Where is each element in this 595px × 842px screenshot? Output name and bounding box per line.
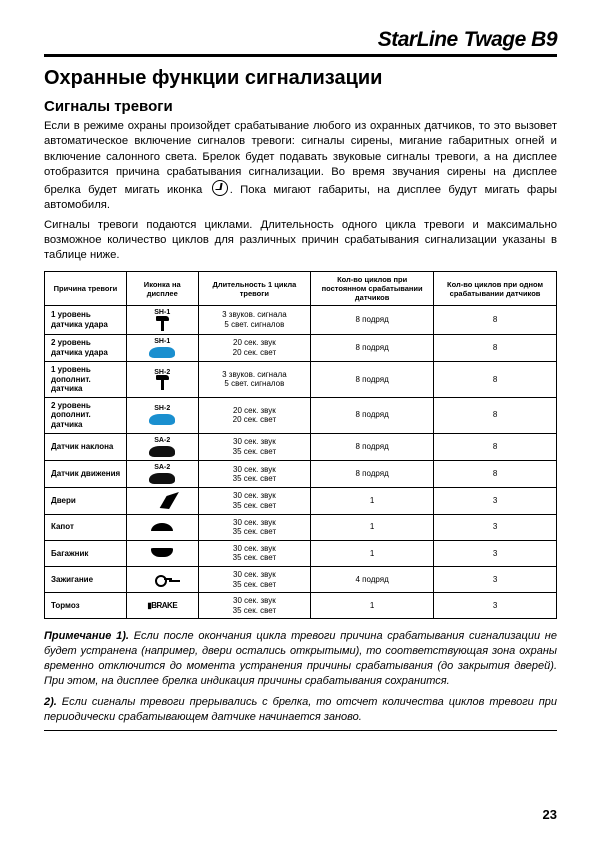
brand-model: Twage B9 xyxy=(464,28,557,51)
note-2: 2). Если сигналы тревоги прерывались с б… xyxy=(44,695,557,725)
note-1: Примечание 1). Если после окончания цикл… xyxy=(44,629,557,688)
page-number: 23 xyxy=(543,807,557,822)
cell-single: 3 xyxy=(434,488,557,514)
cell-cause: 1 уровень датчика удара xyxy=(45,306,127,334)
cell-single: 3 xyxy=(434,593,557,619)
cell-cause: Багажник xyxy=(45,540,127,566)
page-title: Охранные функции сигнализации xyxy=(44,67,557,90)
cell-icon xyxy=(126,488,198,514)
table-row: Датчик движенияSA-230 сек. звук35 сек. с… xyxy=(45,460,557,487)
cell-cause: 2 уровень дополнит. датчика xyxy=(45,397,127,433)
cell-duration: 30 сек. звук35 сек. свет xyxy=(198,514,311,540)
table-row: 1 уровень дополнит. датчикаSH-23 звуков.… xyxy=(45,362,557,398)
cell-icon: SH-2 xyxy=(126,362,198,398)
footer-rule xyxy=(44,730,557,731)
cell-single: 3 xyxy=(434,540,557,566)
cell-const: 8 подряд xyxy=(311,397,434,433)
brand-header: StarLine Twage B9 xyxy=(44,28,557,52)
cell-cause: Капот xyxy=(45,514,127,540)
cell-icon: SA-2 xyxy=(126,433,198,460)
th-single: Кол-во циклов при одном срабатывании дат… xyxy=(434,272,557,306)
th-icon: Иконка на дисплее xyxy=(126,272,198,306)
table-row: 2 уровень датчика удараSH-120 сек. звук2… xyxy=(45,334,557,361)
cell-single: 8 xyxy=(434,306,557,334)
cell-icon xyxy=(126,514,198,540)
cell-const: 8 подряд xyxy=(311,362,434,398)
cell-cause: Датчик движения xyxy=(45,460,127,487)
cell-duration: 30 сек. звук35 сек. свет xyxy=(198,540,311,566)
cell-icon: SH-1 xyxy=(126,334,198,361)
table-row: Двери 30 сек. звук35 сек. свет13 xyxy=(45,488,557,514)
table-row: Датчик наклонаSA-230 сек. звук35 сек. св… xyxy=(45,433,557,460)
cell-single: 8 xyxy=(434,334,557,361)
paragraph-1: Если в режиме охраны произойдет срабатыв… xyxy=(44,119,557,214)
cell-single: 8 xyxy=(434,433,557,460)
cell-const: 1 xyxy=(311,488,434,514)
table-row: 1 уровень датчика удараSH-13 звуков. сиг… xyxy=(45,306,557,334)
cell-cause: Зажигание xyxy=(45,566,127,592)
cell-duration: 3 звуков. сигнала5 свет. сигналов xyxy=(198,306,311,334)
th-cause: Причина тревоги xyxy=(45,272,127,306)
cell-duration: 3 звуков. сигнала5 свет. сигналов xyxy=(198,362,311,398)
cell-const: 1 xyxy=(311,540,434,566)
cell-icon: SH-1 xyxy=(126,306,198,334)
siren-icon xyxy=(212,180,228,196)
paragraph-2: Сигналы тревоги подаются циклами. Длител… xyxy=(44,218,557,264)
signals-table: Причина тревоги Иконка на дисплее Длител… xyxy=(44,271,557,619)
cell-const: 1 xyxy=(311,514,434,540)
cell-const: 8 подряд xyxy=(311,334,434,361)
cell-const: 8 подряд xyxy=(311,306,434,334)
cell-single: 8 xyxy=(434,397,557,433)
cell-duration: 20 сек. звук20 сек. свет xyxy=(198,334,311,361)
cell-const: 8 подряд xyxy=(311,460,434,487)
cell-const: 1 xyxy=(311,593,434,619)
cell-single: 8 xyxy=(434,362,557,398)
note1-lead: Примечание 1). xyxy=(44,630,129,642)
cell-const: 8 подряд xyxy=(311,433,434,460)
cell-const: 4 подряд xyxy=(311,566,434,592)
cell-duration: 30 сек. звук35 сек. свет xyxy=(198,460,311,487)
table-row: 2 уровень дополнит. датчикаSH-220 сек. з… xyxy=(45,397,557,433)
cell-icon: ▮BRAKE xyxy=(126,593,198,619)
cell-duration: 30 сек. звук35 сек. свет xyxy=(198,433,311,460)
p1-text-b: иконка xyxy=(167,184,202,196)
cell-single: 3 xyxy=(434,514,557,540)
cell-icon: SH-2 xyxy=(126,397,198,433)
cell-icon xyxy=(126,566,198,592)
brand-name: StarLine xyxy=(378,28,458,51)
section-title: Сигналы тревоги xyxy=(44,98,557,115)
cell-single: 3 xyxy=(434,566,557,592)
cell-duration: 20 сек. звук20 сек. свет xyxy=(198,397,311,433)
cell-duration: 30 сек. звук35 сек. свет xyxy=(198,488,311,514)
th-duration: Длительность 1 цикла тревоги xyxy=(198,272,311,306)
note2-text: Если сигналы тревоги прерывались с брелк… xyxy=(44,696,557,723)
cell-icon xyxy=(126,540,198,566)
cell-cause: Датчик наклона xyxy=(45,433,127,460)
cell-single: 8 xyxy=(434,460,557,487)
table-row: Капот 30 сек. звук35 сек. свет13 xyxy=(45,514,557,540)
cell-duration: 30 сек. звук35 сек. свет xyxy=(198,566,311,592)
header-rule xyxy=(44,54,557,57)
table-row: Зажигание 30 сек. звук35 сек. свет4 подря… xyxy=(45,566,557,592)
cell-cause: 1 уровень дополнит. датчика xyxy=(45,362,127,398)
table-row: Тормоз▮BRAKE30 сек. звук35 сек. свет13 xyxy=(45,593,557,619)
table-row: Багажник 30 сек. звук35 сек. свет13 xyxy=(45,540,557,566)
th-const: Кол-во циклов при постоянном срабатывани… xyxy=(311,272,434,306)
cell-cause: 2 уровень датчика удара xyxy=(45,334,127,361)
cell-duration: 30 сек. звук35 сек. свет xyxy=(198,593,311,619)
cell-cause: Двери xyxy=(45,488,127,514)
cell-cause: Тормоз xyxy=(45,593,127,619)
cell-icon: SA-2 xyxy=(126,460,198,487)
note2-lead: 2). xyxy=(44,696,57,708)
